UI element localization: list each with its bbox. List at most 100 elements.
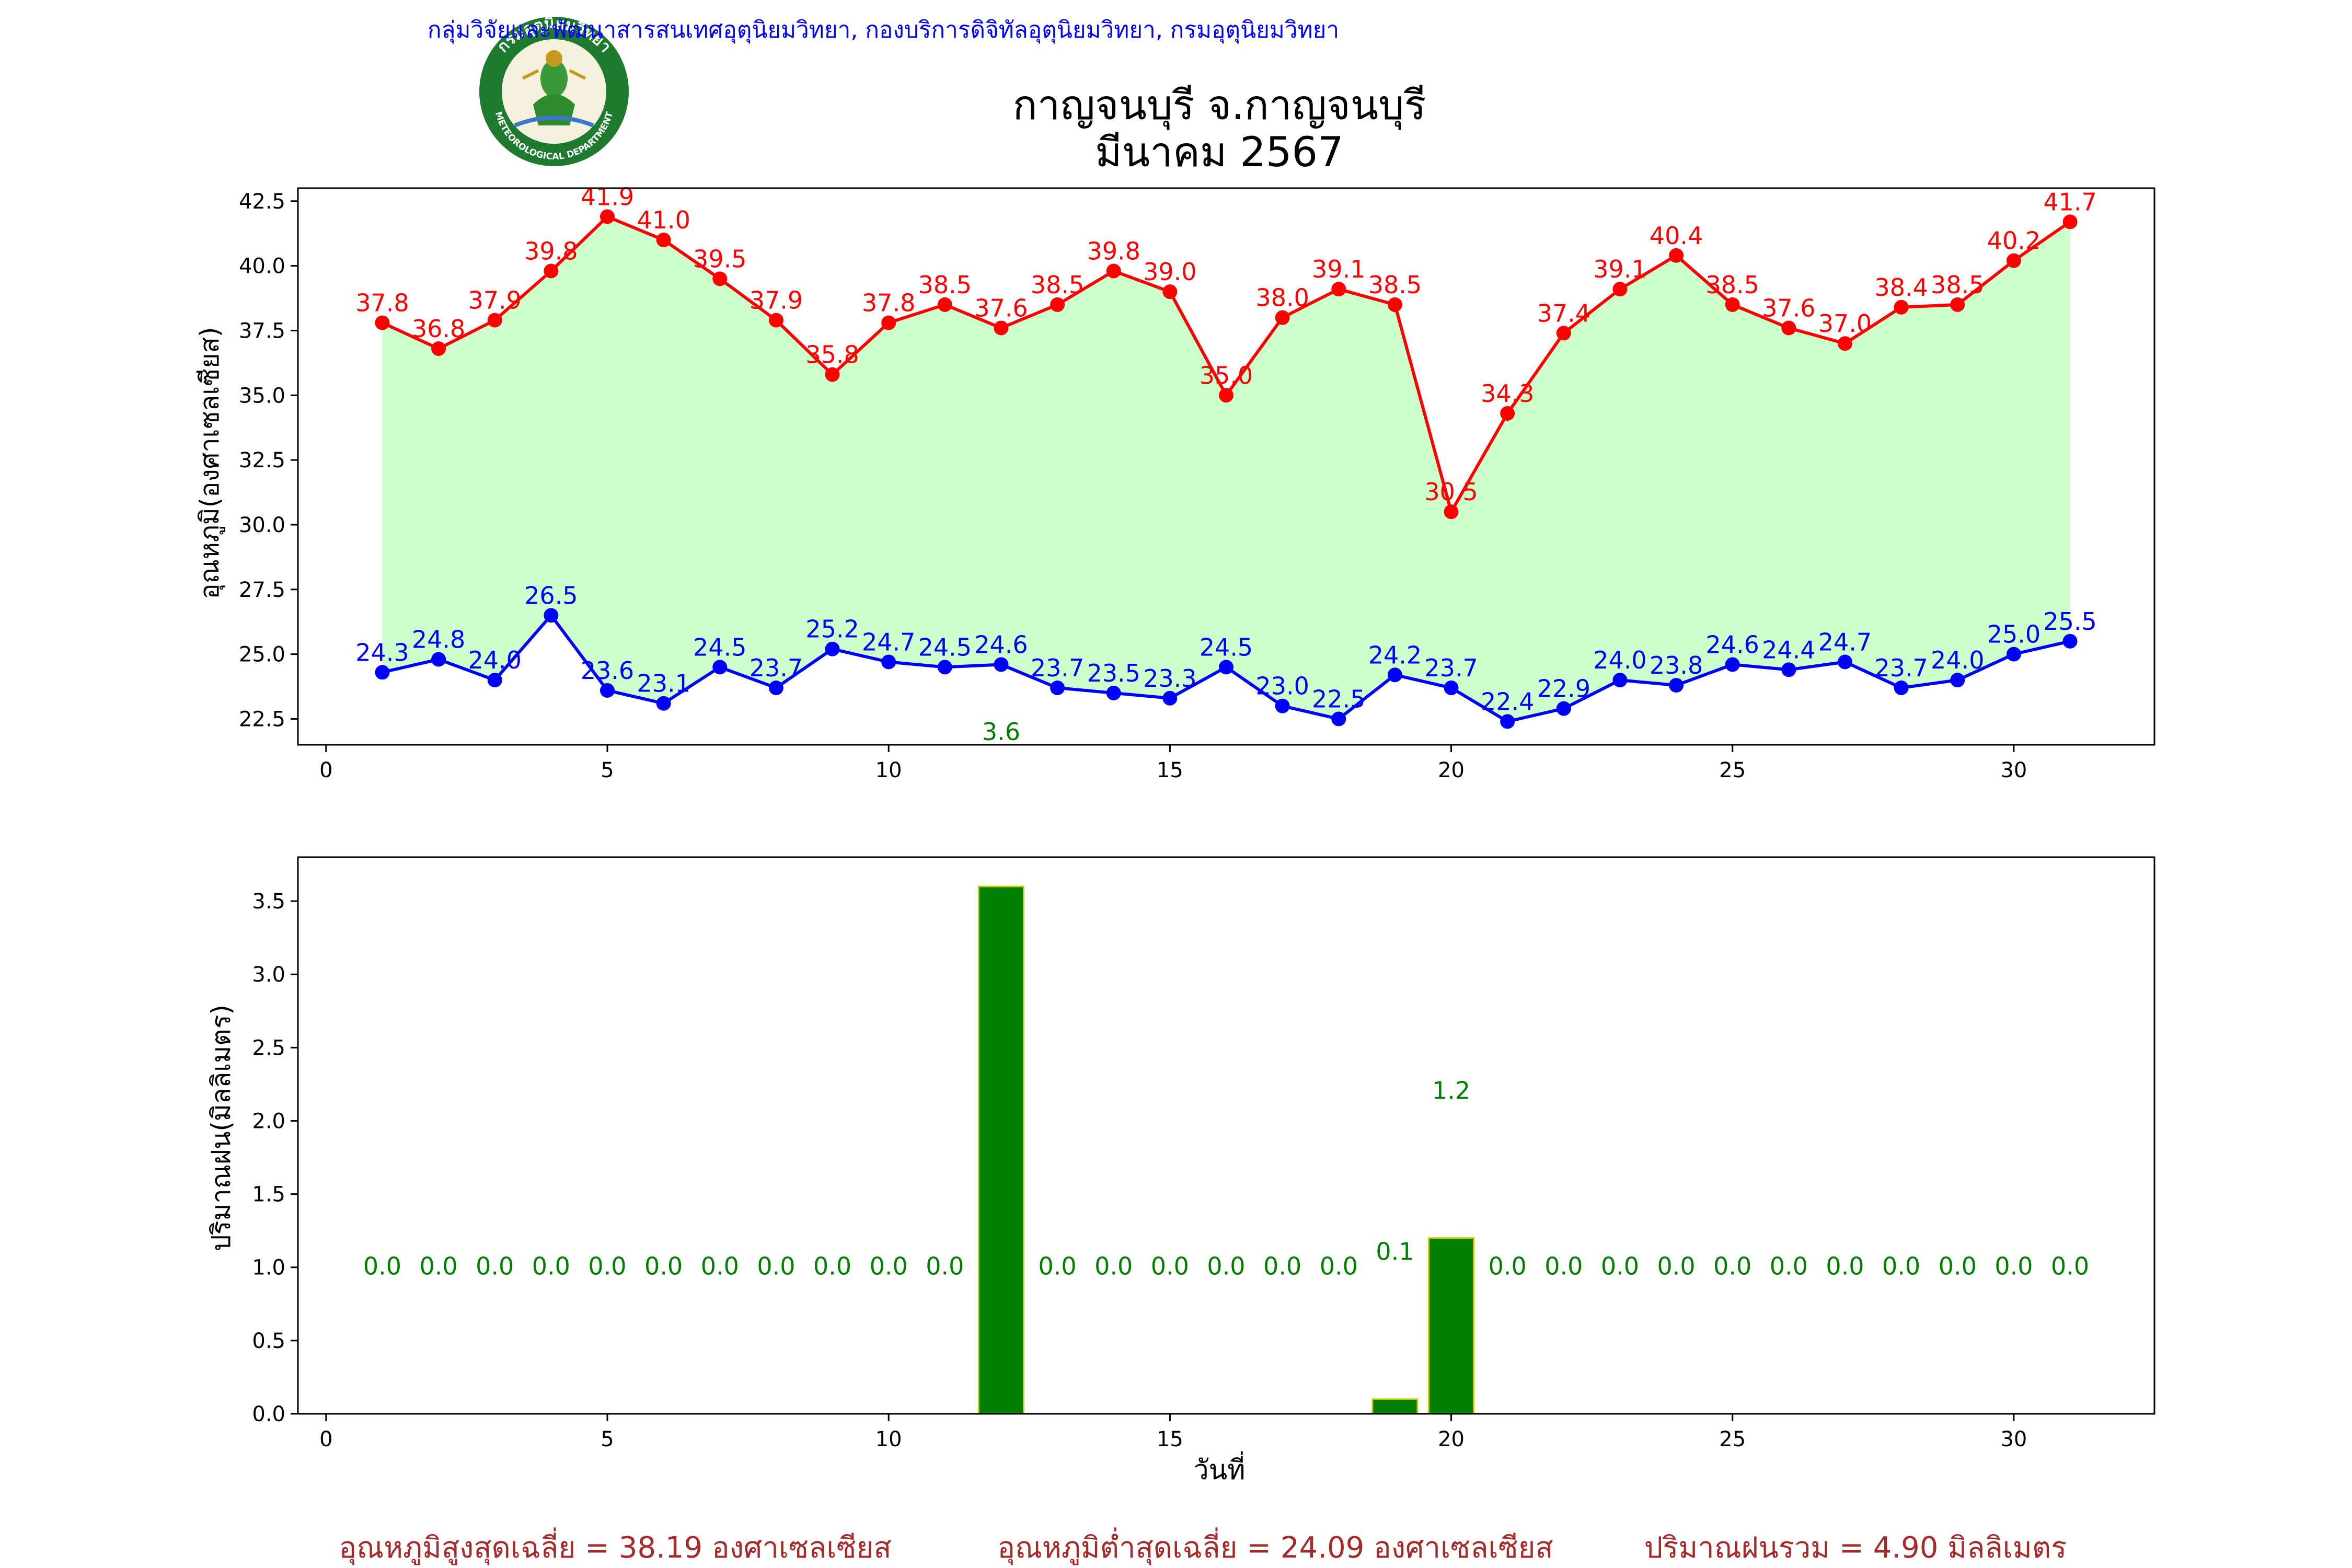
chart-title-line1: กาญจนบุรี จ.กาญจนบุรี — [1012, 82, 1426, 130]
tmin-value-label: 22.9 — [1537, 675, 1590, 703]
tmin-value-label: 25.2 — [805, 615, 859, 643]
tmin-point — [1669, 678, 1684, 693]
tmax-point — [1838, 336, 1852, 351]
tmin-value-label: 23.0 — [1255, 672, 1309, 700]
tmax-value-label: 37.4 — [1537, 299, 1590, 327]
tmin-value-label: 24.0 — [1931, 646, 1984, 674]
tmax-value-label: 34.3 — [1481, 379, 1534, 408]
tmin-value-label: 24.5 — [693, 633, 746, 661]
rainfall-value-label: 0.0 — [1207, 1252, 1245, 1281]
tmax-value-label: 38.5 — [1706, 271, 1759, 299]
tmin-point — [1050, 681, 1065, 696]
tmax-point — [1162, 284, 1178, 299]
tmin-value-label: 24.2 — [1368, 641, 1422, 669]
rainfall-value-label: 0.0 — [1713, 1252, 1751, 1281]
tmax-point — [487, 313, 502, 328]
temperature-y-tick-label: 37.5 — [239, 319, 285, 343]
tmax-value-label: 41.9 — [581, 182, 634, 211]
tmin-point — [600, 683, 615, 698]
rainfall-value-label: 0.0 — [1544, 1252, 1583, 1281]
rainfall-value-label: 0.0 — [757, 1252, 795, 1281]
tmin-point — [1275, 698, 1290, 713]
tmin-value-label: 23.1 — [637, 670, 690, 698]
tmin-value-label: 24.0 — [468, 646, 522, 674]
tmin-point — [487, 673, 502, 688]
rainfall-value-label: 0.0 — [1770, 1252, 1808, 1281]
temperature-y-tick-label: 42.5 — [239, 190, 285, 214]
rainfall-y-tick-label: 2.5 — [252, 1036, 285, 1060]
tmax-point — [1500, 406, 1515, 421]
tmin-point — [1331, 711, 1346, 727]
tmax-value-label: 38.5 — [1931, 271, 1984, 299]
temperature-x-tick-label: 25 — [1719, 758, 1746, 782]
tmax-point — [2006, 253, 2021, 268]
tmin-point — [431, 652, 446, 667]
temperature-x-tick-label: 10 — [875, 758, 902, 782]
rainfall-x-tick-label: 15 — [1157, 1427, 1183, 1451]
tmin-value-label: 23.7 — [750, 654, 803, 682]
tmax-point — [600, 209, 615, 224]
temperature-y-tick-label: 27.5 — [239, 578, 285, 602]
deity-emblem-icon — [514, 50, 594, 128]
tmax-value-label: 37.9 — [468, 286, 522, 315]
tmin-point — [937, 660, 952, 675]
agency-header: กลุ่มวิจัยและพัฒนาสารสนเทศอุตุนิยมวิทยา,… — [428, 17, 1339, 44]
rainfall-axes: 0 5 10 15 20 25 30 0.0 0.5 1.0 1.5 2.0 2.5 3.0 3.5 — [252, 856, 2155, 1451]
rainfall-value-label: 0.0 — [1657, 1252, 1696, 1281]
tmin-point — [825, 641, 840, 656]
rainfall-x-tick-label: 5 — [601, 1427, 614, 1451]
rainfall-value-label: 1.2 — [1432, 1076, 1470, 1104]
temperature-rain-annotation: 3.6 — [982, 718, 1020, 746]
tmin-value-label: 24.5 — [918, 633, 972, 661]
tmin-value-label: 24.6 — [1706, 630, 1759, 659]
rainfall-x-tick-label: 30 — [2000, 1427, 2027, 1451]
rainfall-value-label: 0.0 — [476, 1252, 514, 1281]
tmax-point — [1725, 297, 1740, 312]
summary-avg-max: อุณหภูมิสูงสุดเฉลี่ย = 38.19 องศาเซลเซีย… — [339, 1527, 891, 1565]
rainfall-value-label: 0.0 — [1094, 1252, 1133, 1281]
temperature-y-tick-label: 25.0 — [239, 643, 285, 667]
tmin-point — [994, 657, 1009, 672]
rainfall-value-label: 0.0 — [926, 1252, 964, 1281]
tmax-point — [937, 297, 952, 312]
tmax-point — [375, 315, 390, 330]
temperature-x-tick-label: 20 — [1438, 758, 1465, 782]
temperature-chart: 37.836.837.939.841.941.039.537.935.837.8… — [194, 182, 2155, 782]
rainfall-x-axis-label: วันที่ — [1193, 1451, 1245, 1486]
temperature-plot-frame — [297, 187, 2155, 746]
tmin-value-label: 25.0 — [1987, 620, 2040, 649]
rainfall-x-tick-label: 20 — [1438, 1427, 1465, 1451]
tmax-value-label: 39.8 — [524, 237, 578, 266]
temperature-y-tick-label: 30.0 — [239, 513, 285, 537]
rainfall-value-label: 0.0 — [1994, 1252, 2033, 1281]
tmax-value-label: 41.0 — [637, 206, 690, 234]
tmin-value-label: 25.5 — [2043, 607, 2096, 636]
tmin-value-label: 23.7 — [1424, 654, 1478, 682]
rainfall-y-tick-label: 3.0 — [252, 963, 285, 987]
temperature-points — [375, 209, 2078, 729]
tmax-point — [1106, 263, 1121, 279]
chart-title-line2: มีนาคม 2567 — [1095, 129, 1343, 176]
rainfall-value-label: 0.0 — [1601, 1252, 1639, 1281]
summary-avg-min: อุณหภูมิต่ำสุดเฉลี่ย = 24.09 องศาเซลเซีย… — [997, 1527, 1553, 1565]
temperature-value-labels: 37.836.837.939.841.941.039.537.935.837.8… — [355, 182, 2097, 716]
tmin-value-label: 24.8 — [412, 626, 465, 654]
rainfall-bar — [1371, 1398, 1419, 1415]
tmin-point — [1556, 701, 1571, 716]
rainfall-x-tick-label: 10 — [875, 1427, 902, 1451]
tmin-point — [2006, 647, 2021, 662]
rainfall-bar — [977, 885, 1025, 1415]
temperature-x-tick-label: 0 — [319, 758, 332, 782]
rainfall-value-label: 0.0 — [1882, 1252, 1920, 1281]
temperature-y-tick-label: 22.5 — [239, 707, 285, 731]
rainfall-value-label: 0.0 — [1263, 1252, 1301, 1281]
temperature-axes: 0 5 10 15 20 25 30 22.5 25.0 27.5 30.0 32.5 35.0 37.5… — [239, 187, 2155, 782]
tmax-value-label: 37.6 — [1762, 294, 1815, 322]
tmax-point — [1050, 297, 1065, 312]
tmin-point — [2062, 633, 2078, 649]
tmax-point — [1781, 320, 1796, 336]
tmin-point — [1950, 673, 1965, 688]
tmin-value-label: 23.5 — [1087, 659, 1140, 687]
tmax-point — [768, 313, 783, 328]
tmin-value-label: 23.7 — [1031, 654, 1084, 682]
